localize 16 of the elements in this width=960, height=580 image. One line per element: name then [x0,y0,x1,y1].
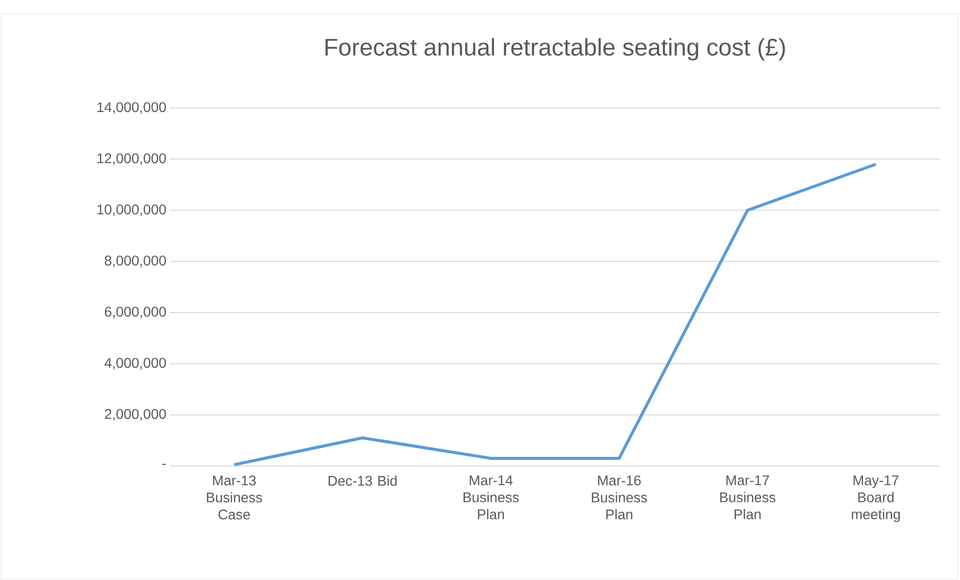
x-tick-label: May-17 Board meeting [852,476,900,522]
y-tick-label: 2,000,000 [104,409,166,421]
x-tick-label: Dec-13 Bid [328,476,397,486]
y-tick-label: - [162,464,166,465]
y-tick-label: 4,000,000 [104,358,166,370]
x-tick-label: Mar-16 Business Plan [592,476,648,520]
y-tick-label: 10,000,000 [97,204,166,216]
x-tick-label: Mar-14 Business Plan [464,476,519,520]
y-tick-label: 6,000,000 [104,306,166,318]
x-tick-label: Mar-13 Business Case [206,476,262,520]
chart-title: Forecast annual retractable seating cost (£) [326,38,785,60]
y-tick-label: 12,000,000 [97,153,166,165]
y-tick-label: 8,000,000 [104,256,166,268]
y-tick-label: 14,000,000 [97,102,166,114]
x-tick-label: Mar-17 Business Plan [720,476,776,520]
line-series [232,162,878,466]
